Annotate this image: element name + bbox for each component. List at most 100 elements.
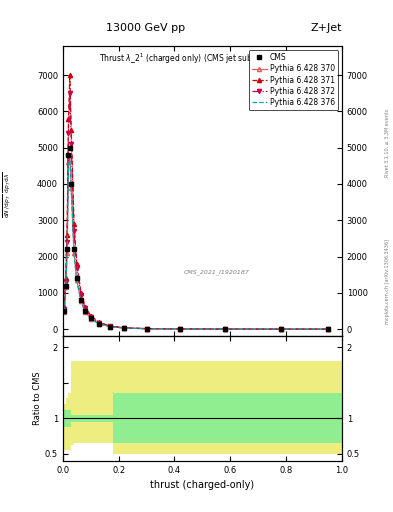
CMS	[326, 326, 331, 332]
Pythia 6.428 372	[75, 265, 79, 271]
Pythia 6.428 371	[62, 304, 67, 310]
CMS	[72, 246, 76, 252]
Pythia 6.428 372	[122, 325, 127, 331]
Bar	[113, 393, 136, 443]
Pythia 6.428 371	[88, 313, 93, 319]
Bar	[136, 361, 342, 454]
Pythia 6.428 376	[144, 326, 149, 332]
Pythia 6.428 376	[88, 316, 93, 322]
Pythia 6.428 372	[144, 326, 149, 332]
Pythia 6.428 370	[75, 277, 79, 283]
Bar	[136, 393, 342, 443]
Pythia 6.428 372	[222, 326, 227, 332]
Text: Z+Jet: Z+Jet	[310, 23, 342, 33]
Pythia 6.428 371	[222, 326, 227, 332]
Pythia 6.428 371	[97, 319, 101, 326]
CMS	[108, 324, 113, 330]
Bar	[80, 415, 85, 422]
Bar	[71, 361, 74, 445]
Pythia 6.428 376	[222, 326, 227, 332]
Bar	[74, 415, 80, 422]
Pythia 6.428 370	[79, 298, 83, 304]
CMS	[122, 325, 127, 331]
Pythia 6.428 370	[222, 326, 227, 332]
Pythia 6.428 371	[72, 221, 76, 227]
Line: CMS: CMS	[62, 145, 330, 331]
Pythia 6.428 370	[108, 324, 113, 330]
Pythia 6.428 372	[65, 239, 70, 245]
Pythia 6.428 372	[326, 326, 331, 332]
Pythia 6.428 372	[88, 313, 93, 319]
CMS	[63, 283, 68, 289]
Bar	[63, 404, 66, 450]
X-axis label: thrust (charged-only): thrust (charged-only)	[151, 480, 254, 490]
Pythia 6.428 371	[68, 72, 72, 78]
Pythia 6.428 376	[79, 298, 83, 305]
Pythia 6.428 371	[326, 326, 331, 332]
Pythia 6.428 370	[178, 326, 182, 332]
Line: Pythia 6.428 370: Pythia 6.428 370	[62, 153, 330, 331]
Pythia 6.428 376	[97, 321, 101, 327]
Pythia 6.428 371	[75, 261, 79, 267]
Pythia 6.428 372	[79, 292, 83, 298]
CMS	[79, 297, 83, 303]
Pythia 6.428 376	[108, 324, 113, 330]
Pythia 6.428 370	[69, 184, 73, 190]
Bar	[96, 361, 113, 443]
Bar	[63, 410, 66, 426]
CMS	[69, 181, 73, 187]
Y-axis label: Ratio to CMS: Ratio to CMS	[33, 372, 42, 425]
CMS	[83, 308, 88, 314]
Bar	[74, 361, 80, 443]
CMS	[178, 326, 182, 332]
Bar	[85, 415, 96, 422]
Bar	[96, 415, 113, 422]
Text: 13000 GeV pp: 13000 GeV pp	[106, 23, 185, 33]
Pythia 6.428 370	[88, 315, 93, 322]
Pythia 6.428 370	[62, 309, 67, 315]
CMS	[222, 326, 227, 332]
Pythia 6.428 376	[278, 326, 283, 332]
CMS	[144, 326, 149, 332]
CMS	[68, 144, 72, 151]
Pythia 6.428 371	[178, 326, 182, 332]
Pythia 6.428 370	[68, 152, 72, 158]
Pythia 6.428 371	[69, 126, 73, 133]
CMS	[66, 152, 71, 158]
Pythia 6.428 370	[72, 250, 76, 256]
Pythia 6.428 371	[108, 323, 113, 329]
Pythia 6.428 372	[69, 141, 73, 147]
Pythia 6.428 372	[97, 320, 101, 326]
CMS	[65, 246, 70, 252]
Pythia 6.428 376	[66, 163, 71, 169]
Text: Thrust $\lambda\_2^1$ (charged only) (CMS jet substructure): Thrust $\lambda\_2^1$ (charged only) (CM…	[99, 52, 290, 66]
Pythia 6.428 376	[83, 309, 88, 315]
CMS	[88, 315, 93, 322]
Pythia 6.428 370	[326, 326, 331, 332]
Pythia 6.428 372	[178, 326, 182, 332]
Pythia 6.428 371	[79, 290, 83, 296]
Pythia 6.428 372	[68, 90, 72, 96]
Pythia 6.428 376	[72, 252, 76, 258]
CMS	[278, 326, 283, 332]
Legend: CMS, Pythia 6.428 370, Pythia 6.428 371, Pythia 6.428 372, Pythia 6.428 376: CMS, Pythia 6.428 370, Pythia 6.428 371,…	[248, 50, 338, 110]
Bar	[66, 398, 68, 450]
Pythia 6.428 376	[326, 326, 331, 332]
Bar	[80, 361, 85, 443]
Pythia 6.428 372	[83, 305, 88, 311]
Pythia 6.428 370	[278, 326, 283, 332]
Pythia 6.428 370	[144, 326, 149, 332]
Pythia 6.428 376	[62, 309, 67, 315]
Pythia 6.428 376	[178, 326, 182, 332]
Pythia 6.428 371	[144, 326, 149, 332]
Pythia 6.428 376	[65, 252, 70, 258]
Pythia 6.428 372	[63, 279, 68, 285]
Pythia 6.428 376	[122, 325, 127, 331]
Bar	[68, 410, 71, 426]
Pythia 6.428 372	[66, 130, 71, 136]
Bar	[85, 361, 96, 443]
Bar	[66, 410, 68, 426]
Text: mcplots.cern.ch [arXiv:1306.3436]: mcplots.cern.ch [arXiv:1306.3436]	[385, 239, 390, 324]
CMS	[75, 275, 79, 282]
CMS	[97, 321, 101, 327]
